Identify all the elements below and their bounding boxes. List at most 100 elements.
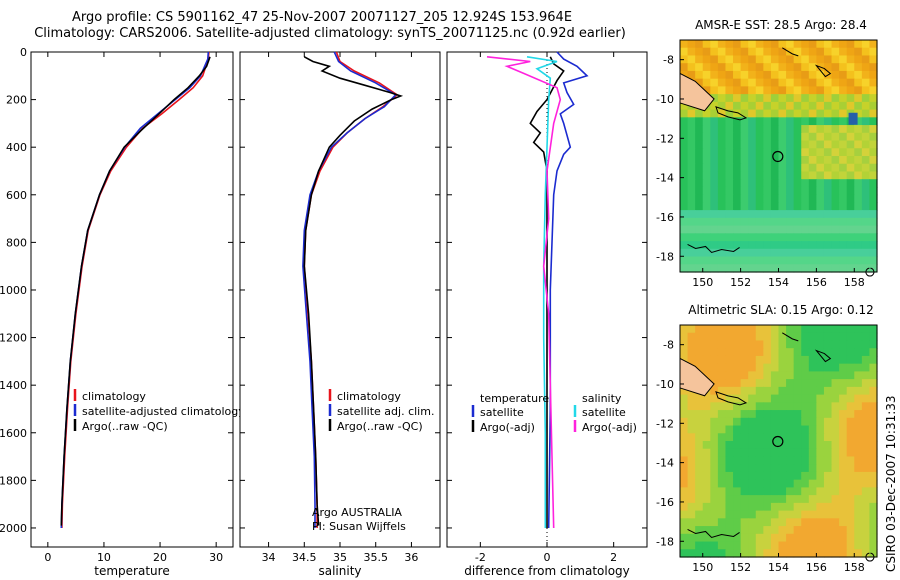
map-cell	[680, 109, 689, 118]
map-cell	[695, 55, 704, 64]
map-cell	[755, 248, 764, 258]
map-cell	[755, 502, 764, 512]
map-cell	[717, 109, 727, 118]
map-cell	[839, 325, 848, 334]
map-cell	[816, 433, 825, 442]
map-cell	[778, 394, 787, 403]
map-cell	[786, 487, 795, 496]
map-cell	[839, 109, 848, 118]
map-cell	[831, 495, 840, 504]
map-cell	[816, 186, 825, 196]
map-x-tick-label: 152	[730, 276, 751, 289]
map-cell	[725, 448, 734, 458]
map-cell	[869, 549, 878, 558]
map-cell	[702, 248, 711, 258]
map-cell	[740, 394, 749, 403]
map-cell	[861, 202, 871, 211]
map-cell	[778, 379, 787, 388]
map-cell	[869, 202, 878, 211]
map-cell	[687, 541, 696, 550]
map-cell	[839, 441, 848, 450]
map-cell	[869, 355, 878, 365]
map-cell	[786, 248, 795, 258]
map-cell	[702, 433, 711, 442]
map-cell	[846, 210, 855, 219]
map-cell	[680, 402, 689, 411]
map-cell	[763, 248, 772, 258]
map-cell	[808, 63, 817, 72]
map-cell	[770, 101, 780, 111]
map-cell	[763, 70, 772, 80]
map-cell	[680, 510, 689, 519]
map-cell	[717, 210, 727, 219]
map-cell	[733, 86, 742, 95]
map-cell	[702, 448, 711, 458]
map-cell	[846, 125, 855, 134]
map-cell	[831, 217, 840, 227]
map-cell	[702, 225, 711, 234]
map-cell	[680, 132, 689, 142]
map-cell	[839, 371, 848, 380]
map-cell	[748, 225, 757, 234]
map-cell	[869, 148, 878, 157]
map-cell	[748, 47, 757, 57]
map-cell	[839, 332, 848, 342]
map-cell	[808, 410, 817, 419]
map-cell	[801, 179, 810, 188]
x-tick-label: 20	[153, 551, 167, 564]
map-cell	[733, 186, 742, 196]
map-cell	[748, 471, 757, 481]
series-temperature-satellite	[547, 51, 589, 529]
map-cell	[801, 210, 810, 219]
map-cell	[710, 510, 719, 519]
map-cell	[854, 510, 863, 519]
map-cell	[748, 202, 757, 211]
map-cell	[740, 101, 749, 111]
map-cell	[763, 502, 772, 512]
map-cell	[861, 371, 871, 380]
map-cell	[717, 448, 727, 458]
map-cell	[717, 348, 727, 357]
map-cell	[695, 526, 704, 535]
map-cell	[763, 194, 772, 203]
map-cell	[816, 241, 825, 250]
map-cell	[695, 355, 704, 365]
map-cell	[778, 125, 787, 134]
map-cell	[710, 101, 719, 111]
map-cell	[717, 101, 727, 111]
map-cell	[710, 549, 719, 558]
map-cell	[823, 471, 833, 481]
map-cell	[846, 148, 855, 157]
map-cell	[778, 233, 787, 242]
map-cell	[801, 186, 810, 196]
map-cell	[778, 348, 787, 357]
map-cell	[786, 441, 795, 450]
map-cell	[695, 186, 704, 196]
map-cell	[793, 140, 802, 149]
map-cell	[702, 340, 711, 349]
map-cell	[831, 202, 840, 211]
map-cell	[839, 502, 848, 512]
map-cell	[786, 371, 795, 380]
map-cell	[702, 464, 711, 473]
map-cell	[755, 132, 764, 142]
map-cell	[748, 132, 757, 142]
map-cell	[725, 47, 734, 57]
map-cell	[831, 171, 840, 180]
map-cell	[687, 456, 696, 465]
map-cell	[786, 363, 795, 372]
map-cell	[839, 363, 848, 372]
map-cell	[839, 386, 848, 396]
map-cell	[816, 86, 825, 95]
map-cell	[846, 355, 855, 365]
map-cell	[748, 63, 757, 72]
map-cell	[786, 471, 795, 481]
map-cell	[823, 94, 833, 103]
map-cell	[702, 233, 711, 242]
map-cell	[869, 495, 878, 504]
map-cell	[710, 94, 719, 103]
map-cell	[861, 109, 871, 118]
map-cell	[839, 179, 848, 188]
map-cell	[740, 163, 749, 173]
map-cell	[740, 171, 749, 180]
